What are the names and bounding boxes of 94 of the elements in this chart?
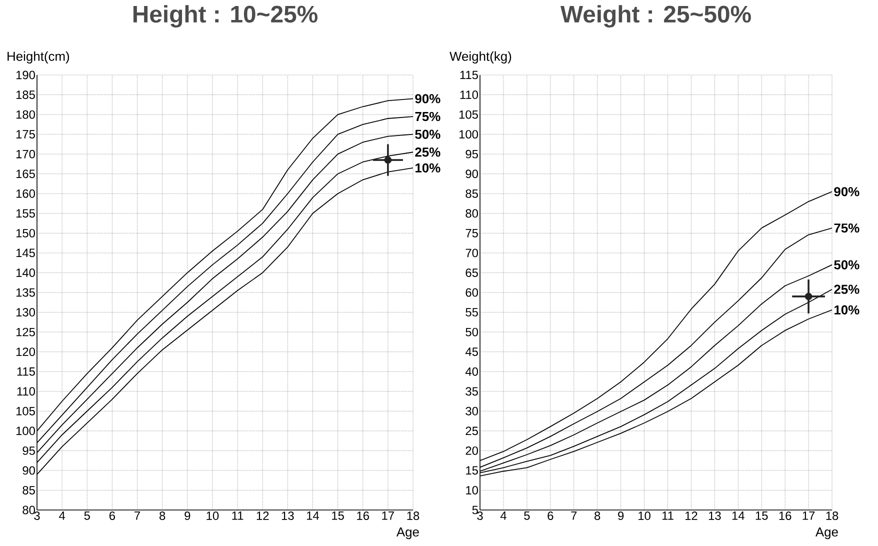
y-tick-label: 95 (466, 150, 478, 158)
y-tick-label: 80 (22, 506, 36, 514)
x-tick-label: 16 (357, 512, 369, 520)
x-tick-label: 11 (662, 512, 674, 520)
y-tick-label: 130 (16, 308, 36, 316)
y-tick-label: 60 (466, 288, 478, 297)
x-tick-label: 5 (84, 512, 90, 520)
y-tick-label: 105 (459, 110, 478, 119)
x-tick-label: 7 (571, 512, 577, 520)
series-label: 25% (834, 284, 860, 294)
y-axis-title: Height(cm) (8, 51, 70, 64)
x-tick-label: 18 (826, 512, 838, 520)
x-tick-label: 7 (134, 512, 140, 520)
y-tick-label: 65 (466, 268, 478, 277)
y-tick-label: 190 (16, 70, 36, 80)
series-label: 50% (415, 130, 440, 139)
x-tick-label: 13 (708, 512, 721, 520)
x-tick-label: 17 (802, 512, 815, 520)
y-tick-label: 115 (17, 367, 35, 376)
x-tick-label: 18 (407, 512, 420, 520)
x-tick-label: 10 (638, 512, 650, 520)
x-tick-label: 9 (184, 512, 190, 520)
x-tick-label: 16 (779, 512, 792, 520)
x-tick-label: 8 (594, 512, 600, 520)
y-tick-label: 70 (466, 248, 478, 258)
series-label: 25% (415, 148, 440, 157)
y-tick-label: 85 (466, 189, 478, 198)
x-tick-label: 12 (256, 512, 269, 520)
x-tick-label: 6 (109, 512, 115, 520)
y-tick-label: 105 (16, 406, 35, 416)
series-label: 50% (834, 260, 860, 270)
y-tick-label: 180 (16, 110, 36, 119)
y-tick-label: 95 (22, 446, 35, 455)
y-tick-label: 155 (16, 209, 35, 218)
y-tick-label: 90 (22, 466, 36, 475)
x-tick-label: 6 (548, 512, 554, 520)
x-tick-label: 14 (732, 512, 744, 520)
y-tick-label: 90 (466, 170, 478, 178)
series-label: 75% (415, 112, 440, 122)
y-tick-label: 110 (17, 387, 36, 396)
chart-title: Weight : 25~50% (560, 5, 751, 28)
y-tick-label: 25 (466, 426, 478, 436)
y-tick-label: 150 (16, 228, 36, 238)
x-axis-title: Age (815, 528, 838, 540)
x-tick-label: 10 (206, 512, 219, 520)
y-tick-label: 80 (466, 209, 478, 218)
y-tick-label: 55 (466, 308, 478, 316)
y-tick-label: 125 (16, 328, 35, 336)
y-tick-label: 75 (466, 229, 478, 238)
y-tick-label: 115 (460, 70, 478, 80)
y-tick-label: 185 (16, 90, 35, 99)
x-tick-label: 3 (34, 512, 40, 520)
x-tick-label: 4 (500, 512, 506, 520)
y-axis-title: Weight(kg) (450, 51, 512, 64)
chart-title: Height : 10~25% (133, 5, 318, 28)
x-tick-label: 9 (618, 512, 624, 520)
y-tick-label: 20 (466, 446, 478, 455)
x-tick-label: 12 (685, 512, 698, 520)
y-tick-label: 145 (16, 248, 35, 258)
y-tick-label: 50 (466, 328, 478, 336)
y-tick-label: 140 (16, 268, 36, 277)
series-label: 90% (415, 94, 440, 104)
y-tick-label: 175 (16, 130, 35, 138)
y-tick-label: 120 (16, 348, 36, 356)
y-tick-label: 30 (466, 406, 478, 416)
y-tick-label: 110 (460, 90, 478, 99)
x-tick-label: 14 (306, 512, 320, 520)
y-tick-label: 85 (22, 486, 35, 494)
y-tick-label: 170 (16, 150, 36, 158)
x-tick-label: 13 (282, 512, 294, 520)
x-tick-label: 3 (477, 512, 483, 520)
y-tick-label: 165 (16, 170, 35, 178)
y-tick-label: 10 (466, 486, 478, 494)
x-tick-label: 8 (160, 512, 166, 520)
y-tick-label: 135 (16, 288, 35, 297)
y-tick-label: 40 (465, 367, 478, 376)
y-tick-label: 100 (459, 130, 478, 139)
series-label: 90% (834, 187, 860, 196)
y-tick-label: 45 (465, 348, 478, 356)
x-tick-label: 15 (756, 512, 768, 520)
x-tick-label: 17 (382, 512, 394, 520)
x-tick-label: 11 (232, 512, 244, 520)
y-tick-label: 5 (472, 506, 478, 514)
y-tick-label: 100 (16, 426, 36, 436)
y-tick-label: 35 (466, 387, 478, 396)
x-axis-title: Age (396, 528, 419, 540)
series-label: 75% (834, 223, 860, 233)
y-tick-label: 160 (16, 189, 36, 198)
y-tick-label: 15 (466, 466, 478, 475)
x-tick-label: 4 (59, 512, 66, 520)
series-label: 10% (834, 305, 860, 314)
series-label: 10% (416, 163, 440, 173)
x-tick-label: 5 (524, 512, 530, 520)
x-tick-label: 15 (332, 512, 344, 520)
